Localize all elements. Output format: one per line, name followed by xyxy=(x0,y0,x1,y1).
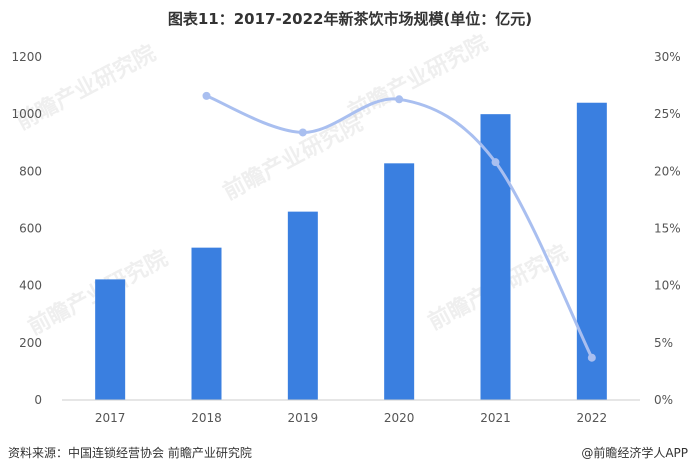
line-point-2019 xyxy=(298,128,307,137)
chart-title: 图表11：2017-2022年新茶饮市场规模(单位：亿元) xyxy=(167,10,533,28)
axes-group: 0 200 400 600 800 1000 1200 0% 5% 10% 15% 20% 25% 30%… xyxy=(11,50,680,425)
y2-tick-label: 5% xyxy=(654,336,673,350)
x-tick-label: 2017 xyxy=(95,411,126,425)
bar-2022 xyxy=(576,102,607,400)
brand-label: @前瞻经济学人APP xyxy=(581,444,688,461)
y2-tick-label: 20% xyxy=(654,164,681,178)
bar-2018 xyxy=(191,247,222,400)
y2-tick-label: 0% xyxy=(654,393,673,407)
footer: 资料来源：中国连锁经营协会 前瞻产业研究院 @前瞻经济学人APP xyxy=(0,440,700,464)
line-point-2018 xyxy=(202,91,211,100)
bar-2021 xyxy=(480,114,511,401)
x-tick-label: 2021 xyxy=(480,411,511,425)
x-tick-label: 2022 xyxy=(577,411,608,425)
line-point-2020 xyxy=(395,95,404,104)
x-tick-label: 2019 xyxy=(288,411,319,425)
x-tick-label: 2018 xyxy=(191,411,222,425)
brand-text: @前瞻经济学人APP xyxy=(581,446,688,460)
bar-2020 xyxy=(384,163,415,400)
y2-tick-label: 15% xyxy=(654,222,681,236)
y-tick-label: 0 xyxy=(34,393,42,407)
y-tick-label: 1000 xyxy=(11,107,42,121)
growth-line xyxy=(205,94,594,359)
y-tick-label: 1200 xyxy=(11,50,42,64)
bar-2019 xyxy=(287,211,318,400)
line-series-group xyxy=(202,91,596,362)
line-point-2022 xyxy=(587,353,596,362)
y-tick-label: 200 xyxy=(19,336,42,350)
line-point-2021 xyxy=(491,158,500,167)
y-tick-label: 800 xyxy=(19,164,42,178)
bars-group xyxy=(95,102,607,401)
y2-tick-label: 10% xyxy=(654,279,681,293)
y-tick-label: 400 xyxy=(19,279,42,293)
y2-tick-label: 30% xyxy=(654,50,681,64)
y2-tick-label: 25% xyxy=(654,107,681,121)
bar-2017 xyxy=(95,279,126,400)
y-tick-label: 600 xyxy=(19,222,42,236)
source-note: 资料来源：中国连锁经营协会 前瞻产业研究院 xyxy=(8,446,252,460)
x-tick-label: 2020 xyxy=(384,411,415,425)
